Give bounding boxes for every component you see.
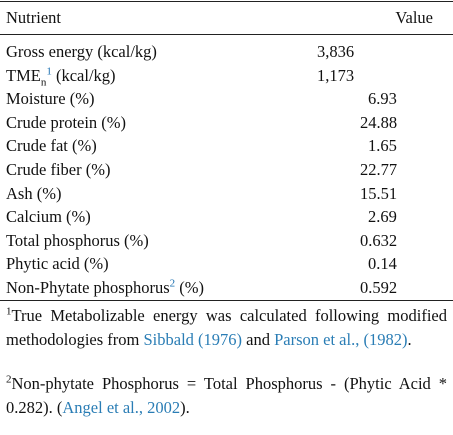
table-row: Total phosphorus (%) 0.632 <box>0 229 453 253</box>
citation-link-sibbald[interactable]: Sibbald (1976) <box>143 329 243 349</box>
row-name: Total phosphorus (%) <box>6 230 149 250</box>
row-value: 0.592 <box>360 277 398 297</box>
row-value: 6.93 <box>368 89 397 109</box>
table-row: Gross energy (kcal/kg) 3,836 <box>0 40 453 64</box>
top-rule <box>0 1 453 2</box>
row-value: 0.14 <box>368 254 397 274</box>
table-row: Calcium (%) 2.69 <box>0 205 453 229</box>
row-name: Calcium (%) <box>6 207 91 227</box>
row-name: TMEn1 (kcal/kg) <box>6 65 116 88</box>
table-row: Crude fiber (%) 22.77 <box>0 158 453 182</box>
row-value: 3,836 <box>317 42 355 61</box>
table-row: Ash (%) 15.51 <box>0 182 453 206</box>
footnote-2: 2Non-phytate Phosphorus = Total Phosphor… <box>6 373 447 417</box>
table-body: Gross energy (kcal/kg) 3,836 TMEn1 (kcal… <box>0 40 453 300</box>
citation-link-angel[interactable]: Angel et al., 2002 <box>62 397 181 417</box>
table-row: Crude protein (%) 24.88 <box>0 111 453 135</box>
header-value: Value <box>395 8 433 27</box>
table-row: Crude fat (%) 1.65 <box>0 134 453 158</box>
row-value: 2.69 <box>368 207 397 227</box>
header-nutrient: Nutrient <box>6 8 61 27</box>
row-value: 24.88 <box>360 112 398 132</box>
footnote-1: 1True Metabolizable energy was calculate… <box>6 305 447 349</box>
row-name: Moisture (%) <box>6 89 95 109</box>
row-value: 22.77 <box>360 159 398 179</box>
row-value: 0.632 <box>360 230 398 250</box>
footnote-ref-2[interactable]: 2 <box>169 277 176 290</box>
row-name: Crude fat (%) <box>6 136 97 156</box>
row-name: Gross energy (kcal/kg) <box>6 42 157 61</box>
row-name: Non-Phytate phosphorus2 (%) <box>6 277 204 297</box>
row-name: Ash (%) <box>6 183 62 203</box>
table-row: Phytic acid (%) 0.14 <box>0 252 453 276</box>
table-row: Non-Phytate phosphorus2 (%) 0.592 <box>0 276 453 300</box>
row-value: 1.65 <box>368 136 397 156</box>
footnote-ref-1[interactable]: 1 <box>46 65 52 78</box>
row-value: 1,173 <box>317 65 355 85</box>
table-row: Moisture (%) 6.93 <box>0 87 453 111</box>
row-value: 15.51 <box>360 183 398 203</box>
row-name: Crude protein (%) <box>6 112 127 132</box>
table-row: TMEn1 (kcal/kg) 1,173 <box>0 64 453 88</box>
header-rule <box>0 34 453 35</box>
citation-link-parson[interactable]: Parson et al., (1982) <box>274 329 408 349</box>
bottom-rule <box>0 300 453 301</box>
row-name: Phytic acid (%) <box>6 254 109 274</box>
row-name: Crude fiber (%) <box>6 159 111 179</box>
